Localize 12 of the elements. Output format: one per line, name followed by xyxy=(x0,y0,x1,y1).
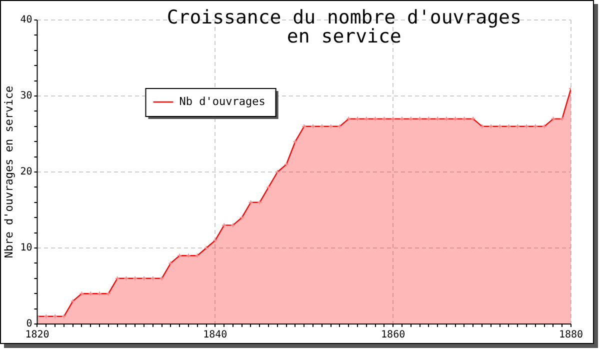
y-tick-label: 10 xyxy=(20,242,32,254)
y-tick-label: 20 xyxy=(20,166,32,178)
chart-title: Croissance du nombre d'ouvrages en service xyxy=(166,6,522,48)
x-tick-label: 1840 xyxy=(203,330,228,341)
y-tick-label: 30 xyxy=(20,90,32,102)
y-axis-title: Nbre d'ouvrages en service xyxy=(2,86,16,258)
legend-label: Nb d'ouvrages xyxy=(179,94,266,108)
y-tick-label: 0 xyxy=(26,318,32,330)
x-tick-label: 1860 xyxy=(381,330,406,341)
y-tick-label: 40 xyxy=(20,14,32,26)
x-tick-label: 1880 xyxy=(558,330,584,341)
x-tick-label: 1820 xyxy=(25,330,50,341)
